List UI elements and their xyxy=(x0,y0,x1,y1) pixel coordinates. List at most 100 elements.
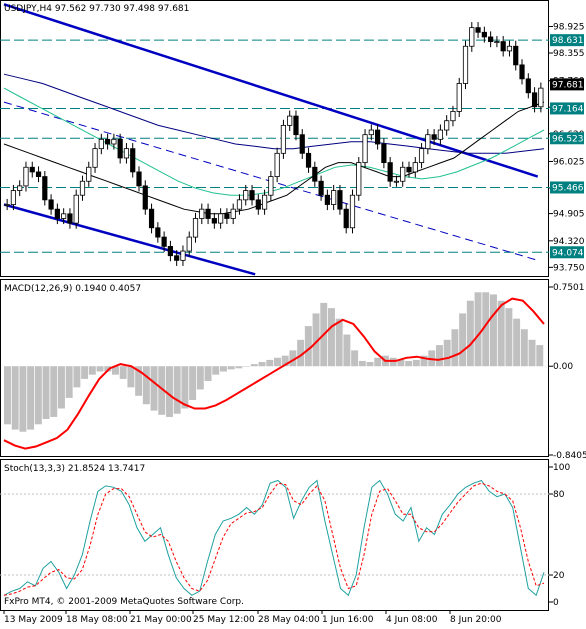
candle-body xyxy=(349,194,356,229)
stoch-panel[interactable] xyxy=(0,459,549,611)
candle-body xyxy=(142,185,148,210)
macd-histogram-bar xyxy=(235,366,243,369)
candle-body xyxy=(531,92,538,108)
candle-body xyxy=(362,134,368,164)
candle-body xyxy=(54,208,60,219)
macd-histogram-bar xyxy=(212,366,220,375)
candle xyxy=(381,138,387,169)
candle-body xyxy=(186,236,192,252)
candle xyxy=(494,36,500,48)
level-price-tag xyxy=(550,181,584,194)
candle-body xyxy=(180,250,186,261)
candle xyxy=(400,161,406,187)
candle xyxy=(42,170,48,206)
candle xyxy=(362,129,368,169)
candle-body xyxy=(249,190,255,201)
candle xyxy=(261,189,268,215)
macd-histogram-bar xyxy=(335,318,343,367)
candle-body xyxy=(268,176,274,196)
level-price-tag-label: 96.523 xyxy=(552,134,584,144)
candle xyxy=(205,203,211,225)
macd-histogram-bar xyxy=(135,366,143,396)
price-axis-label: 94.905 xyxy=(553,210,585,220)
time-axis-label: 21 May 00:00 xyxy=(130,615,192,625)
macd-histogram-bar xyxy=(513,318,521,367)
macd-histogram-bar xyxy=(490,294,497,367)
candle-body xyxy=(318,180,324,196)
candle-body xyxy=(111,138,117,145)
macd-histogram-bar xyxy=(142,366,150,405)
macd-histogram-bar xyxy=(281,355,289,367)
candle xyxy=(98,133,104,155)
macd-histogram-bar xyxy=(505,308,513,367)
candle-body xyxy=(437,129,443,140)
candle-body xyxy=(400,166,406,182)
candle xyxy=(437,124,443,145)
candle xyxy=(387,157,393,187)
candle xyxy=(67,208,73,229)
candle-body xyxy=(218,213,224,224)
candle-body xyxy=(418,148,425,164)
macd-histogram-bar xyxy=(196,366,204,390)
candle-body xyxy=(48,199,54,210)
macd-histogram-bar xyxy=(27,366,35,430)
macd-histogram-bar xyxy=(482,292,490,367)
candle-body xyxy=(73,194,79,224)
price-axis-label: 98.355 xyxy=(553,49,585,59)
candle-body xyxy=(123,148,130,159)
candle-body xyxy=(67,213,73,224)
candle xyxy=(148,203,155,234)
candle xyxy=(142,180,148,215)
ma-fast-line xyxy=(3,101,545,215)
candle-body xyxy=(117,138,123,159)
candle-body xyxy=(224,213,230,219)
macd-histogram-bar xyxy=(158,366,166,415)
macd-histogram-bar xyxy=(42,366,50,420)
candle-body xyxy=(513,45,519,66)
candle-body xyxy=(148,208,155,229)
macd-histogram-bar xyxy=(289,350,297,367)
level-price-tag xyxy=(550,34,584,47)
macd-histogram-bar xyxy=(312,313,320,367)
price-axis-label: 98.925 xyxy=(553,22,585,32)
candle xyxy=(161,231,167,252)
candle xyxy=(525,73,531,99)
candle-body xyxy=(381,143,387,164)
macd-histogram-bar xyxy=(104,366,112,372)
candle-body xyxy=(79,180,86,196)
macd-histogram-bar xyxy=(58,366,65,409)
candle xyxy=(123,143,130,164)
macd-histogram-bar xyxy=(436,345,443,367)
candle-body xyxy=(192,218,199,238)
candle xyxy=(337,184,343,215)
candle xyxy=(17,180,23,197)
candle xyxy=(73,189,79,229)
candle-body xyxy=(105,138,111,145)
candle-body xyxy=(331,190,337,205)
candle xyxy=(299,129,305,159)
candle-body xyxy=(4,204,10,206)
candle xyxy=(500,36,506,57)
candle xyxy=(488,31,494,48)
candle xyxy=(519,59,525,85)
candle xyxy=(79,175,86,201)
candle xyxy=(538,82,544,113)
macd-axis-label: -0.8405 xyxy=(553,451,586,461)
candle-body xyxy=(17,185,23,191)
level-price-tag xyxy=(550,246,584,259)
candle-body xyxy=(368,129,374,136)
price-axis-label: 94.320 xyxy=(553,237,585,247)
candle-body xyxy=(475,27,481,33)
time-axis-label: 18 May 08:00 xyxy=(66,615,128,625)
macd-signal-line xyxy=(3,297,545,450)
macd-axis-label: 0.00 xyxy=(553,362,573,372)
candle xyxy=(406,161,412,178)
candle-body xyxy=(274,152,280,177)
candle-body xyxy=(155,227,161,238)
candle-body xyxy=(462,45,469,84)
macd-histogram-bar xyxy=(451,329,459,367)
time-axis-label: 1 Jun 16:00 xyxy=(322,615,374,625)
level-price-tag-label: 98.631 xyxy=(552,36,584,46)
